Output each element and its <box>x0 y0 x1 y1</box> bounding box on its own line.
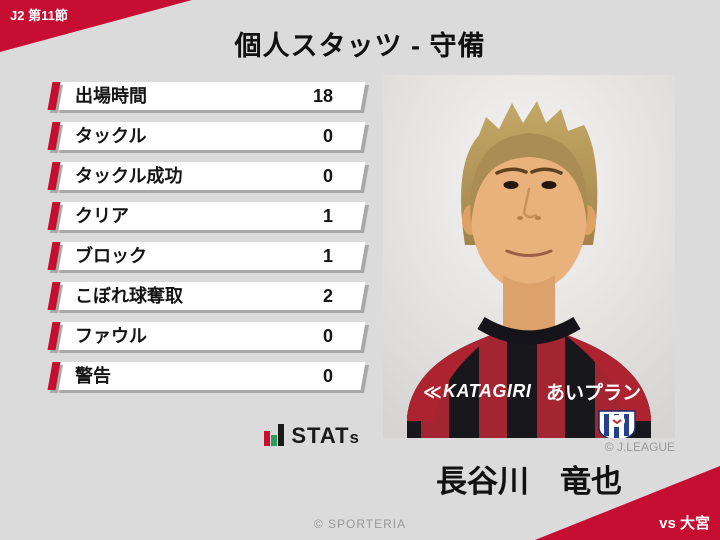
sponsor-mark-icon: ≪ <box>423 382 442 402</box>
stat-row-fouls: ファウル 0 <box>47 322 366 350</box>
opponent-badge: vs 大宮 <box>659 515 710 532</box>
stat-value: 1 <box>322 206 333 226</box>
sponsor-left-text: KATAGIRI <box>443 381 532 401</box>
bar-red <box>264 431 271 446</box>
jersey-collar <box>477 316 581 345</box>
jersey-stripes <box>407 329 651 438</box>
competition-badge: J2 第11節 <box>10 8 68 23</box>
stat-label: ブロック <box>75 246 147 266</box>
player-jersey: ≪ KATAGIRI あいプラン <box>407 275 651 442</box>
stat-value: 0 <box>322 326 333 346</box>
player-name: 長谷川 竜也 <box>436 464 622 499</box>
stat-row-loose-ball-recoveries: こぼれ球奪取 2 <box>47 282 366 310</box>
stat-label: 出場時間 <box>75 86 147 106</box>
stat-row-blocks: ブロック 1 <box>47 242 366 270</box>
sponsor-right-text: あいプラン <box>546 381 641 404</box>
stat-row-tackles: タックル 0 <box>47 122 366 150</box>
stat-value: 2 <box>322 286 333 306</box>
stat-label: タックル成功 <box>75 166 183 186</box>
stat-value: 0 <box>322 366 333 386</box>
stat-label: こぼれ球奪取 <box>75 286 183 306</box>
stat-value: 0 <box>322 166 333 186</box>
page-title: 個人スタッツ - 守備 <box>234 31 486 61</box>
photo-credit: © J.LEAGUE <box>604 440 675 454</box>
bar-green <box>271 435 278 446</box>
stat-value: 1 <box>322 246 333 266</box>
stat-label: クリア <box>75 206 129 226</box>
stat-value: 18 <box>312 86 333 106</box>
player-neck <box>503 275 555 335</box>
jersey-sponsors: ≪ KATAGIRI あいプラン <box>423 381 641 404</box>
stat-label: ファウル <box>75 326 147 346</box>
stats-list: 出場時間 18 タックル 0 タックル成功 0 クリア 1 ブロック 1 <box>47 82 366 402</box>
stat-row-yellow-cards: 警告 0 <box>47 362 366 390</box>
stat-row-minutes: 出場時間 18 <box>47 82 366 110</box>
stat-label: タックル <box>75 126 147 146</box>
site-credit: © SPORTERIA <box>313 517 407 531</box>
player-photo: ≪ KATAGIRI あいプラン <box>383 75 675 442</box>
stat-row-clearances: クリア 1 <box>47 202 366 230</box>
stat-row-tackles-won: タックル成功 0 <box>47 162 366 190</box>
club-crest <box>598 410 636 442</box>
stat-value: 0 <box>322 126 333 146</box>
bar-black <box>278 424 285 446</box>
bar-chart-icon <box>264 424 285 447</box>
stat-label: 警告 <box>75 366 111 386</box>
player-portrait-illustration: ≪ KATAGIRI あいプラン <box>383 75 675 442</box>
player-face <box>462 133 596 292</box>
stats-logo-text: STATs <box>291 423 360 448</box>
stats-brand-logo: STATs <box>50 424 360 447</box>
